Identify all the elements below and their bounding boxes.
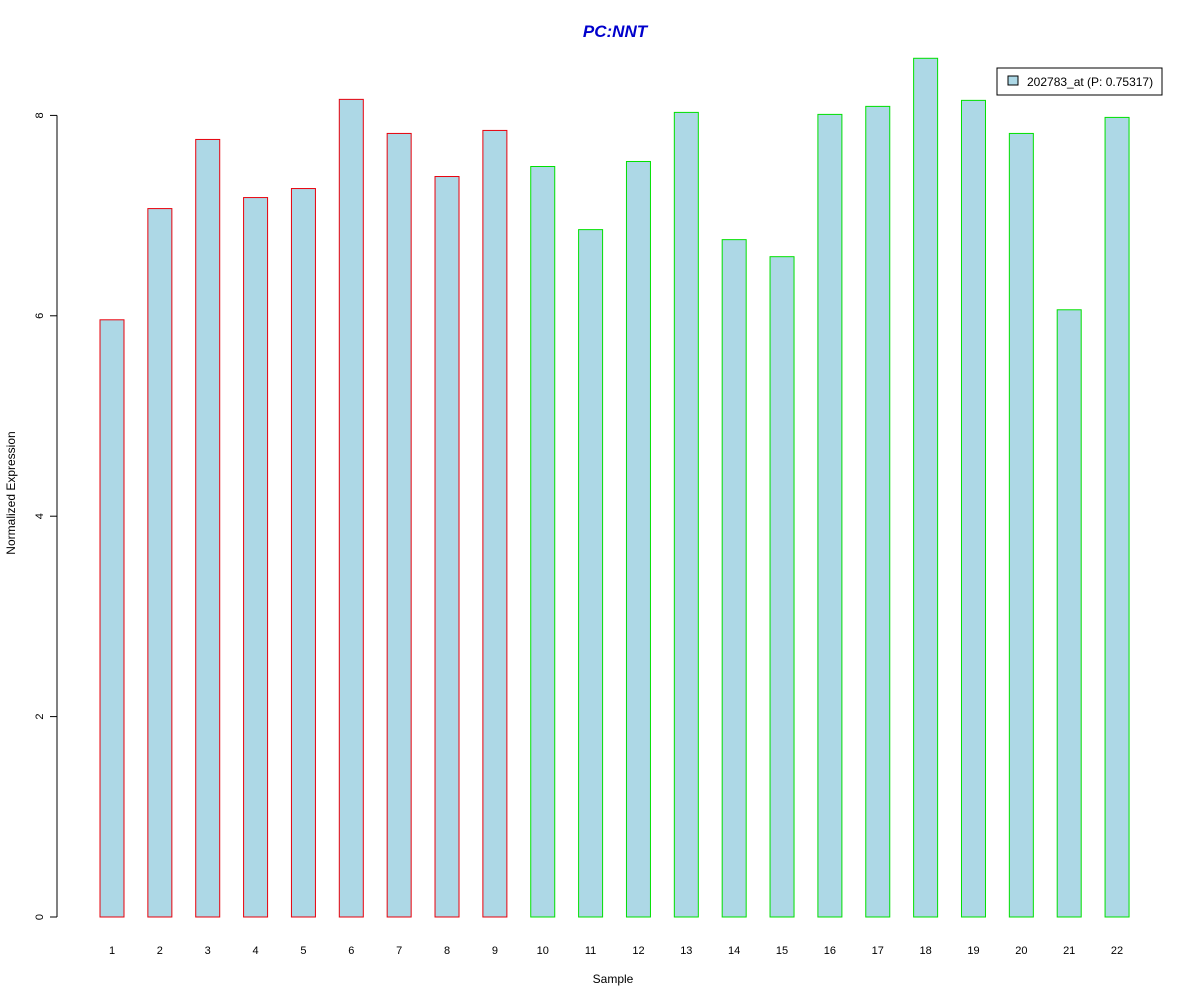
x-tick-label: 15 [776, 945, 788, 957]
bar [99, 319, 125, 918]
bar [721, 239, 747, 918]
bars [99, 57, 1130, 918]
x-tick-label: 20 [1015, 945, 1027, 957]
x-tick-label: 22 [1111, 945, 1123, 957]
x-tick-label: 7 [396, 945, 402, 957]
bar [434, 176, 460, 918]
x-tick-label: 18 [919, 945, 931, 957]
bar [386, 132, 412, 918]
x-tick-label: 19 [967, 945, 979, 957]
x-tick-label: 17 [872, 945, 884, 957]
x-tick-label: 3 [205, 945, 211, 957]
x-tick-label: 12 [632, 945, 644, 957]
y-tick-label: 4 [34, 513, 46, 519]
bar [1104, 116, 1130, 918]
x-tick-label: 16 [824, 945, 836, 957]
y-axis-label: Normalized Expression [4, 431, 18, 554]
bar [243, 197, 269, 918]
x-tick-label: 14 [728, 945, 740, 957]
bar [625, 160, 651, 918]
bar [147, 208, 173, 918]
bar [769, 256, 795, 918]
bar [960, 99, 986, 918]
x-tick-label: 5 [300, 945, 306, 957]
bar [865, 105, 891, 918]
x-tick-label: 4 [253, 945, 259, 957]
bar [578, 229, 604, 918]
y-tick-label: 8 [34, 112, 46, 118]
legend-box [996, 67, 1163, 96]
bar [1056, 309, 1082, 918]
bar [913, 57, 939, 918]
y-tick-label: 2 [34, 714, 46, 720]
legend: 202783_at (P: 0.75317) [996, 67, 1163, 96]
y-tick-label: 6 [34, 313, 46, 319]
x-tick-label: 8 [444, 945, 450, 957]
x-tick-labels: 1 2 3 4 5 6 7 8 9 10 11 12 13 14 15 16 17 18 19 20 21 22 [109, 945, 1123, 957]
x-axis-label: Sample [593, 972, 634, 986]
chart-title: PC:NNT [583, 22, 649, 41]
y-tick-label: 0 [34, 914, 46, 920]
x-tick-label: 13 [680, 945, 692, 957]
bar [338, 98, 364, 918]
bar [290, 188, 316, 918]
bar [817, 113, 843, 918]
x-tick-label: 10 [537, 945, 549, 957]
x-tick-label: 6 [348, 945, 354, 957]
x-tick-label: 21 [1063, 945, 1075, 957]
bar [673, 111, 699, 918]
y-axis: 0 2 4 6 8 [34, 112, 58, 920]
bar [1008, 132, 1034, 918]
legend-label: 202783_at (P: 0.75317) [1027, 75, 1153, 89]
x-tick-label: 2 [157, 945, 163, 957]
legend-swatch [1007, 75, 1019, 86]
bar [482, 129, 508, 918]
x-tick-label: 11 [585, 945, 596, 957]
bar [530, 166, 556, 918]
bar [195, 138, 221, 918]
x-tick-label: 1 [109, 945, 115, 957]
x-tick-label: 9 [492, 945, 498, 957]
